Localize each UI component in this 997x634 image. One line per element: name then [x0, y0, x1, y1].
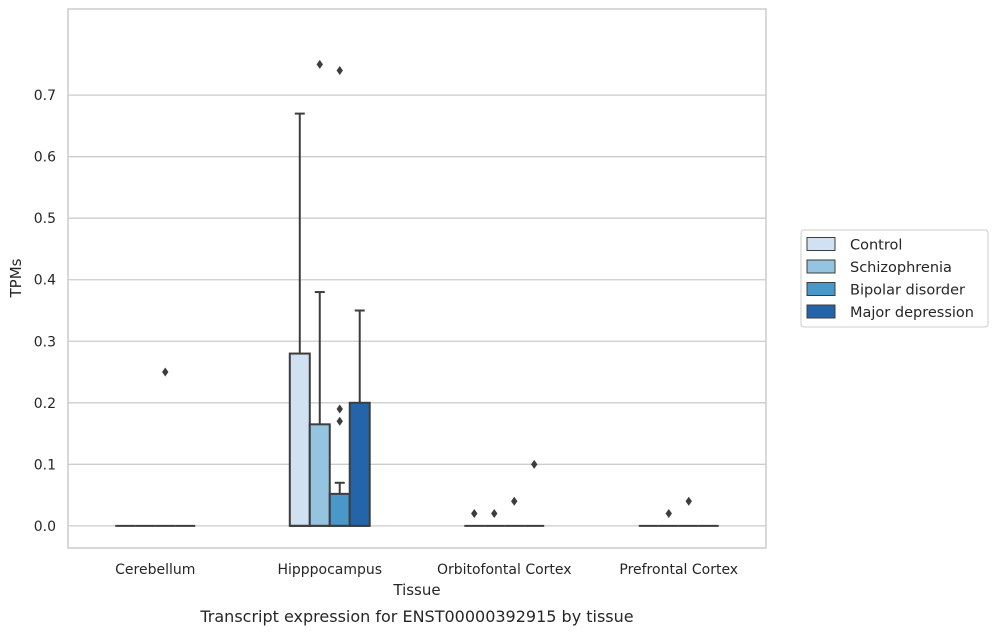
box-body	[288, 352, 311, 527]
outlier-point	[336, 66, 343, 76]
box-body	[308, 423, 331, 527]
y-tick-label: 0.2	[34, 396, 56, 412]
box-bipolar-disorder	[678, 496, 699, 527]
box-body	[328, 492, 351, 527]
y-tick-label: 0.1	[34, 457, 56, 473]
x-tick-label: Cerebellum	[115, 562, 195, 578]
box-control	[288, 112, 311, 527]
box-bipolar-disorder	[155, 367, 176, 527]
box-schizophrenia	[484, 509, 505, 527]
chart-caption: Transcript expression for ENST0000039291…	[199, 607, 633, 626]
plot-marks	[115, 59, 719, 527]
outlier-point	[336, 416, 343, 426]
box-major-depression	[348, 309, 371, 527]
legend-label: Schizophrenia	[850, 260, 952, 276]
outlier-point	[316, 59, 323, 69]
legend-label: Major depression	[850, 305, 974, 321]
legend-swatch	[806, 237, 836, 251]
legend-swatch	[806, 259, 836, 274]
y-tick-label: 0.3	[34, 334, 56, 350]
x-axis-label: Tissue	[392, 581, 440, 599]
legend-swatch	[806, 304, 836, 319]
y-axis-ticks: 0.0 0.1 0.2 0.3 0.4 0.5 0.6 0.7	[34, 88, 56, 535]
x-tick-label: Orbitofontal Cortex	[437, 562, 572, 578]
box-bipolar-disorder	[328, 66, 351, 527]
outlier-point	[665, 509, 672, 519]
outlier-point	[685, 496, 692, 506]
outlier-point	[162, 367, 169, 377]
outlier-point	[336, 404, 343, 414]
box-control	[464, 509, 485, 527]
legend-swatch	[806, 282, 836, 296]
box-schizophrenia	[308, 59, 331, 527]
box-schizophrenia	[658, 509, 679, 527]
y-tick-label: 0.4	[34, 273, 56, 289]
y-tick-label: 0.5	[34, 211, 56, 227]
outlier-point	[531, 459, 538, 469]
outlier-point	[511, 496, 518, 506]
box-bipolar-disorder	[504, 496, 525, 527]
y-axis-label: TPMs	[7, 258, 25, 298]
legend-label: Control	[850, 238, 902, 254]
legend: Control Schizophrenia Bipolar disorder Majo…	[800, 229, 989, 328]
outlier-point	[491, 509, 498, 519]
outlier-point	[471, 509, 478, 519]
legend-label: Bipolar disorder	[850, 283, 965, 299]
legend-frame	[800, 229, 989, 328]
box-major-depression	[524, 459, 545, 527]
x-tick-label: Prefrontal Cortex	[619, 562, 738, 578]
box-body	[348, 401, 371, 527]
y-tick-label: 0.7	[34, 88, 56, 104]
plot-frame	[67, 8, 767, 549]
x-axis-ticks: Cerebellum Hipppocampus Orbitofontal Corte…	[115, 562, 738, 578]
y-tick-label: 0.6	[34, 150, 56, 166]
gridlines	[68, 94, 766, 527]
x-tick-label: Hipppocampus	[277, 562, 382, 578]
y-tick-label: 0.0	[34, 519, 56, 535]
